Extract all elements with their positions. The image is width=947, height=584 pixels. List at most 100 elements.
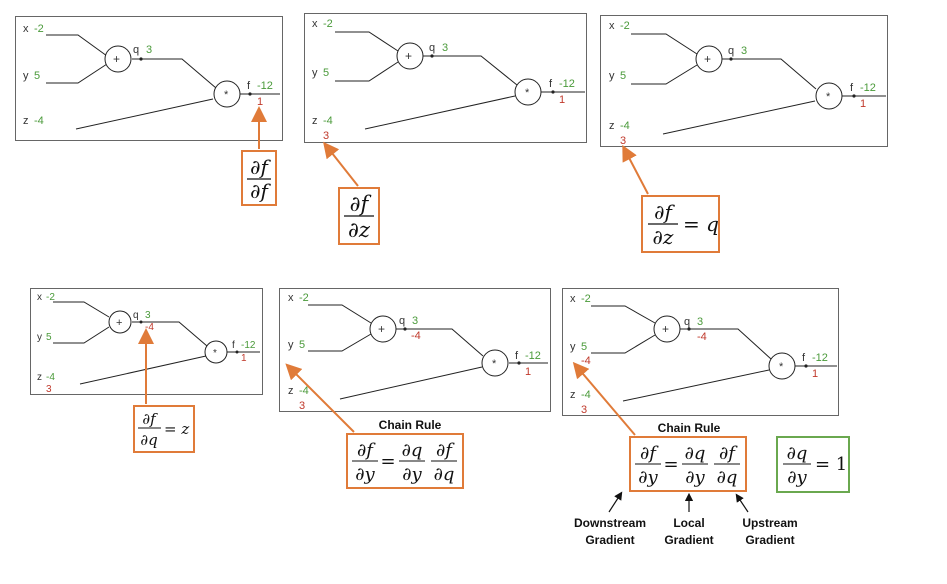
eq-df-dz-eq-q-svg: ∂f ∂z = q	[648, 200, 718, 249]
z-value: -4	[581, 389, 591, 401]
graph-svg-3: x -2 y 5 z -4 3 + * q 3 f -12 1	[609, 20, 886, 147]
y-value: 5	[323, 67, 329, 79]
x-label: x	[37, 292, 42, 303]
y-value: 5	[581, 341, 587, 353]
add-node: +	[405, 49, 412, 63]
eq-chain-rule-1-svg: ∂f ∂y = ∂q ∂y ∂f ∂q	[352, 440, 457, 485]
z-label: z	[312, 115, 318, 127]
eq-denominator: ∂z	[348, 218, 371, 242]
z-value: -4	[299, 385, 309, 397]
f-value: -12	[257, 80, 273, 92]
x-value: -2	[299, 292, 309, 304]
z-grad: 3	[299, 400, 305, 412]
y-value: 5	[34, 70, 40, 82]
q-value: 3	[145, 310, 151, 321]
graph-panel-3: x -2 y 5 z -4 3 + * q 3 f -12 1	[600, 15, 888, 147]
q-value: 3	[412, 315, 418, 327]
x-label: x	[609, 20, 615, 32]
chain-rule-caption-1: Chain Rule	[378, 418, 442, 432]
q-value: 3	[442, 42, 448, 54]
local-line-1: Local	[673, 516, 705, 530]
f-label: f	[549, 78, 553, 90]
mul-node: *	[213, 348, 217, 359]
graph-panel-5: x -2 y 5 z -4 3 + * q 3 -4 f -12 1	[279, 288, 551, 412]
x-value: -2	[581, 293, 591, 305]
eq-upstream-den: ∂q	[717, 467, 738, 488]
eq-denominator: ∂z	[653, 225, 674, 249]
eq-denominator: ∂q	[140, 431, 157, 449]
f-label: f	[802, 352, 806, 364]
f-value: -12	[525, 350, 541, 362]
f-grad: 1	[257, 96, 263, 108]
y-label: y	[23, 70, 29, 82]
eq-lhs-num: ∂f	[640, 443, 659, 464]
graph-panel-2: x -2 y 5 z -4 3 + * q 3 f -12 1	[304, 13, 587, 143]
eq-upstream-num: ∂f	[719, 443, 738, 464]
downstream-gradient-caption: Downstream Gradient	[565, 515, 655, 549]
eq-numerator: ∂q	[787, 443, 808, 464]
z-value: -4	[323, 115, 333, 127]
y-label: y	[312, 67, 318, 79]
f-value: -12	[860, 82, 876, 94]
graph-svg-6: x -2 y 5 -4 z -4 3 + * q 3 -4 f -12 1	[570, 293, 837, 416]
x-label: x	[23, 23, 29, 35]
f-grad: 1	[525, 366, 531, 378]
upstream-line-1: Upstream	[742, 516, 798, 530]
f-label: f	[232, 340, 235, 351]
downstream-line-2: Gradient	[585, 533, 635, 547]
f-grad: 1	[559, 94, 565, 106]
eq-rhs: = q	[683, 212, 718, 236]
q-label: q	[133, 310, 139, 321]
eq-local-den: ∂y	[685, 467, 705, 488]
z-label: z	[37, 372, 42, 383]
graph-panel-1: x -2 y 5 z -4 + * q 3 f -12 1	[15, 16, 283, 141]
eq-upstream-den: ∂q	[434, 464, 455, 485]
local-line-2: Gradient	[664, 533, 714, 547]
eq-df-df: ∂f ∂f	[241, 150, 277, 206]
eq-equals: =	[380, 451, 395, 472]
arrow-chain-2	[572, 361, 636, 436]
f-grad: 1	[860, 98, 866, 110]
eq-equals: =	[663, 454, 678, 475]
f-grad: 1	[241, 353, 247, 364]
arrow-upstream	[735, 493, 749, 513]
eq-df-dq-eq-z-svg: ∂f ∂q = z	[138, 410, 189, 449]
q-label: q	[728, 45, 734, 57]
x-value: -2	[620, 20, 630, 32]
x-value: -2	[34, 23, 44, 35]
q-value: 3	[146, 44, 152, 56]
eq-lhs-num: ∂f	[357, 440, 376, 461]
local-gradient-caption: Local Gradient	[650, 515, 728, 549]
z-label: z	[609, 120, 615, 132]
eq-local-num: ∂q	[402, 440, 423, 461]
add-node: +	[704, 52, 711, 66]
q-grad: -4	[697, 331, 707, 343]
y-value: 5	[299, 339, 305, 351]
q-value: 3	[741, 45, 747, 57]
upstream-line-2: Gradient	[745, 533, 795, 547]
eq-df-dz: ∂f ∂z	[338, 187, 380, 245]
z-grad: 3	[620, 135, 626, 147]
arrow-chain-1	[285, 363, 355, 433]
x-value: -2	[323, 18, 333, 30]
y-grad: -4	[581, 355, 591, 367]
f-value: -12	[241, 340, 256, 351]
eq-rhs: = z	[164, 420, 189, 438]
y-label: y	[609, 70, 615, 82]
eq-chain-rule-1: ∂f ∂y = ∂q ∂y ∂f ∂q	[346, 433, 464, 489]
z-grad: 3	[581, 404, 587, 416]
eq-denominator: ∂f	[250, 179, 271, 203]
graph-svg-4: x -2 y 5 z -4 3 + * q 3 -4 f -12 1	[37, 292, 260, 395]
add-node: +	[116, 317, 122, 329]
eq-chain-rule-2: ∂f ∂y = ∂q ∂y ∂f ∂q	[629, 436, 747, 492]
z-grad: 3	[46, 384, 52, 395]
eq-rhs: = 1	[815, 454, 847, 475]
q-label: q	[133, 44, 139, 56]
eq-numerator: ∂f	[142, 410, 158, 428]
eq-upstream-num: ∂f	[436, 440, 455, 461]
add-node: +	[662, 322, 669, 336]
upstream-gradient-caption: Upstream Gradient	[730, 515, 810, 549]
graph-svg-1: x -2 y 5 z -4 + * q 3 f -12 1	[23, 23, 280, 130]
q-label: q	[684, 316, 690, 328]
